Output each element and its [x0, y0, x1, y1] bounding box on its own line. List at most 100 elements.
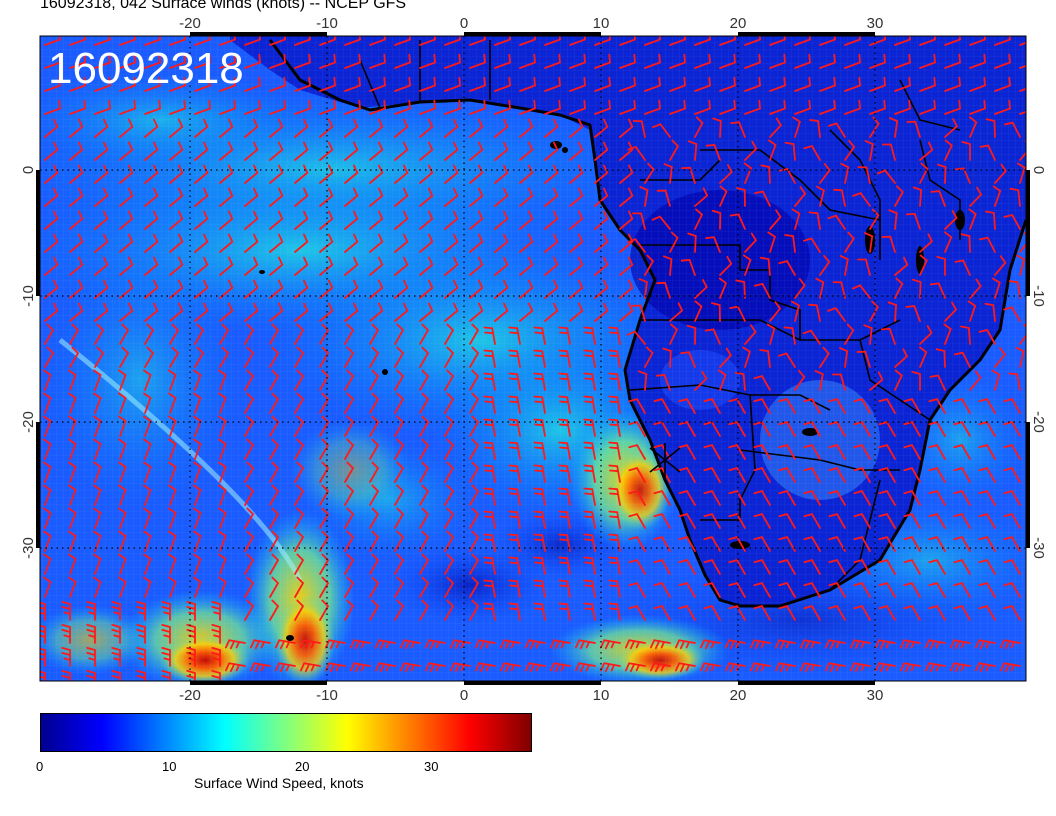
- wind-barb: [269, 302, 284, 322]
- wind-barb: [644, 346, 654, 368]
- wind-barb: [694, 36, 711, 46]
- wind-barb: [894, 277, 904, 299]
- wind-barb: [194, 36, 211, 46]
- wind-barb: [419, 76, 436, 92]
- wind-barb: [144, 302, 159, 322]
- wind-barb: [608, 464, 621, 483]
- wind-barb: [319, 118, 334, 138]
- wind-barb: [244, 392, 255, 414]
- wind-barb: [444, 392, 455, 414]
- wind-barb: [919, 346, 928, 368]
- wind-barb: [778, 444, 796, 460]
- wind-barb: [369, 392, 380, 414]
- wind-barb: [269, 438, 280, 460]
- wind-barb: [419, 36, 436, 46]
- wind-barb: [168, 484, 177, 506]
- wind-barb: [43, 438, 52, 460]
- wind-barb: [753, 582, 771, 598]
- wind-barb: [136, 670, 146, 681]
- wind-barb: [712, 117, 722, 138]
- wind-barb: [912, 278, 922, 299]
- wind-barb: [169, 164, 184, 184]
- wind-barb: [929, 374, 946, 391]
- wind-barb: [619, 256, 634, 276]
- wind-barb: [558, 349, 571, 368]
- wind-barb: [469, 461, 480, 483]
- wind-barb: [669, 53, 686, 69]
- wind-barb: [878, 513, 896, 529]
- wind-barb: [244, 76, 261, 92]
- wind-barb: [558, 464, 571, 483]
- wind-barb: [219, 210, 234, 230]
- wind-barb: [632, 212, 646, 230]
- wind-barb: [376, 686, 395, 694]
- wind-barb: [161, 601, 171, 621]
- wind-barb: [857, 258, 871, 276]
- wind-barb: [876, 169, 896, 184]
- wind-barb: [950, 662, 971, 673]
- wind-barb: [244, 415, 255, 437]
- wind-barb: [753, 536, 771, 552]
- wind-barb: [319, 210, 334, 230]
- wind-barb: [244, 256, 259, 276]
- wind-barb: [394, 530, 405, 552]
- wind-barb: [344, 141, 359, 161]
- wind-barb: [119, 141, 134, 161]
- wind-barb: [68, 576, 77, 598]
- wind-barb: [644, 162, 655, 184]
- wind-barb: [825, 639, 846, 650]
- wind-barb: [1003, 559, 1021, 575]
- wind-barb: [218, 507, 227, 529]
- wind-barb: [729, 213, 746, 230]
- date-stamp: 16092318: [48, 44, 244, 93]
- bottom-lon-label: 0: [460, 687, 468, 704]
- wind-barb: [419, 576, 430, 598]
- wind-barb: [608, 533, 621, 552]
- wind-barb: [878, 536, 896, 552]
- wind-barb: [43, 461, 52, 483]
- wind-barb: [219, 256, 234, 276]
- wind-barb: [444, 302, 459, 322]
- wind-barb: [169, 187, 184, 207]
- wind-barb: [558, 579, 571, 598]
- wind-barb: [419, 369, 430, 391]
- wind-barb: [44, 256, 59, 276]
- wind-barb: [653, 582, 671, 598]
- wind-barb: [953, 513, 971, 529]
- wind-barb: [394, 164, 409, 184]
- wind-barb: [43, 484, 52, 506]
- wind-barb: [69, 53, 86, 69]
- frame-tick-segment: [1026, 170, 1030, 296]
- wind-barb: [1016, 254, 1026, 276]
- wind-barb: [794, 99, 811, 115]
- wind-barb: [992, 277, 1001, 299]
- wind-barb: [508, 487, 521, 506]
- wind-barb: [728, 536, 746, 552]
- wind-barb: [1003, 605, 1021, 621]
- wind-barb: [894, 53, 911, 69]
- wind-barb: [725, 639, 746, 650]
- wind-barb: [43, 530, 52, 552]
- wind-barb: [419, 392, 430, 414]
- wind-barb: [169, 323, 180, 345]
- wind-barb: [619, 53, 636, 69]
- wind-barb: [558, 418, 571, 437]
- wind-barb: [769, 53, 786, 69]
- wind-barb: [800, 639, 821, 650]
- wind-barb: [900, 662, 921, 673]
- wind-barb: [508, 418, 521, 437]
- wind-barb: [844, 323, 855, 345]
- wind-barb: [369, 36, 386, 46]
- wind-barb: [394, 369, 405, 391]
- wind-barb: [394, 279, 409, 299]
- wind-barb: [469, 553, 480, 575]
- wind-barb: [744, 140, 758, 161]
- wind-barb: [419, 164, 434, 184]
- wind-barb: [544, 76, 561, 92]
- wind-barb: [218, 369, 227, 391]
- wind-barb: [853, 444, 871, 460]
- wind-barb: [687, 232, 697, 253]
- wind-barb: [469, 164, 484, 184]
- wind-barb: [219, 346, 230, 368]
